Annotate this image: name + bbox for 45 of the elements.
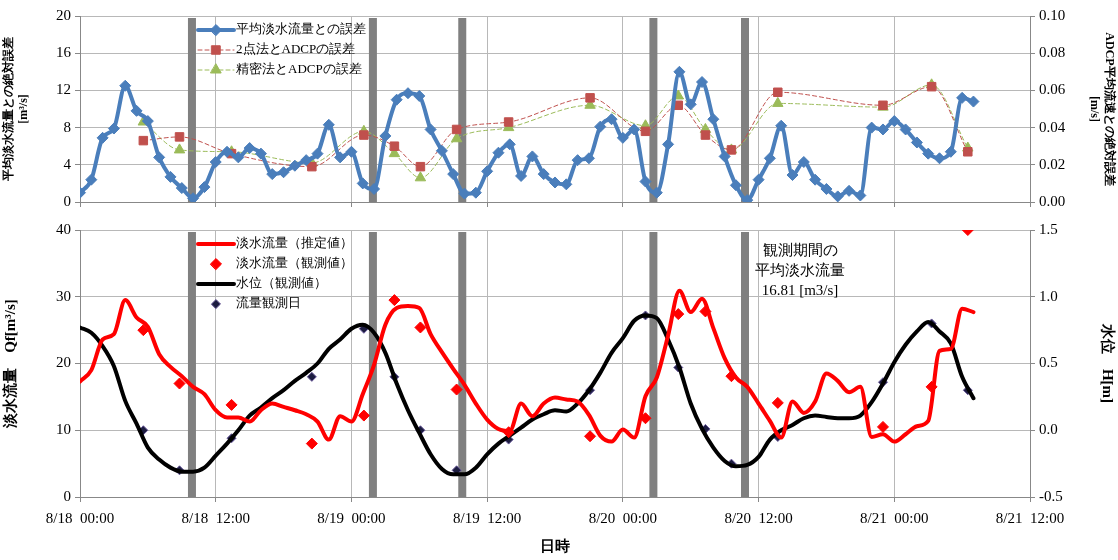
x-axis-title: 日時 — [540, 537, 570, 554]
y-tick-label: 8 — [63, 118, 71, 135]
y-tick-label: 10 — [56, 421, 71, 438]
y-tick-label: 30 — [56, 287, 71, 304]
y2-tick-label: 0.5 — [1039, 354, 1058, 371]
y-tick-label: 20 — [56, 6, 71, 23]
y2-tick-label: 0.00 — [1039, 192, 1066, 209]
x-tick-label: 8/21 12:00 — [995, 509, 1065, 526]
legend-label: 水位（観測値） — [236, 275, 327, 291]
y2-tick-label: -0.5 — [1039, 487, 1063, 504]
y-tick-label: 40 — [56, 220, 71, 237]
y2-tick-label: 1.0 — [1039, 287, 1058, 304]
legend-label: 2点法とADCPの誤差 — [236, 41, 356, 57]
y-axis-title: 平均淡水流量との絶対誤差 [m³/s] — [1, 37, 30, 182]
y2-tick-label: 0.06 — [1039, 81, 1066, 98]
x-tick-label: 8/20 12:00 — [724, 509, 793, 526]
y-tick-label: 4 — [63, 155, 72, 172]
annotation: 平均淡水流量 — [754, 261, 846, 279]
y-tick-label: 0 — [63, 487, 71, 504]
x-tick-label: 8/19 12:00 — [452, 509, 522, 526]
x-tick-label: 8/20 00:00 — [588, 509, 658, 526]
y2-axis-title: 水位 H[m] — [1100, 322, 1117, 404]
annotation: 16.81 [m3/s] — [760, 281, 840, 299]
y2-tick-label: 0.08 — [1039, 44, 1066, 61]
y2-tick-label: 1.5 — [1039, 220, 1058, 237]
x-tick-label: 8/18 12:00 — [181, 509, 250, 526]
y-tick-label: 0 — [63, 192, 71, 209]
y2-axis-title: ADCP平均流速との絶対誤差 [m/s] — [1088, 32, 1117, 186]
x-tick-label: 8/18 00:00 — [45, 509, 115, 526]
y-tick-label: 20 — [56, 354, 71, 371]
legend-label: 淡水流量（観測値） — [236, 255, 353, 271]
y-axis-title: 淡水流量 Qf[m³/s] — [0, 299, 18, 429]
y2-tick-label: 0.0 — [1039, 421, 1058, 438]
y-tick-label: 12 — [56, 81, 71, 98]
legend-label: 流量観測日 — [236, 295, 301, 311]
y2-tick-label: 0.10 — [1039, 6, 1066, 23]
y2-tick-label: 0.02 — [1039, 155, 1066, 172]
x-tick-label: 8/19 00:00 — [317, 509, 386, 526]
y-tick-label: 16 — [56, 44, 72, 61]
y2-tick-label: 0.04 — [1039, 118, 1066, 135]
x-tick-label: 8/21 00:00 — [860, 509, 929, 526]
legend-label: 精密法とADCPの誤差 — [236, 61, 362, 77]
legend-label: 平均淡水流量との誤差 — [236, 21, 366, 37]
legend-label: 淡水流量（推定値） — [236, 235, 353, 251]
annotation: 観測期間の — [761, 241, 839, 259]
